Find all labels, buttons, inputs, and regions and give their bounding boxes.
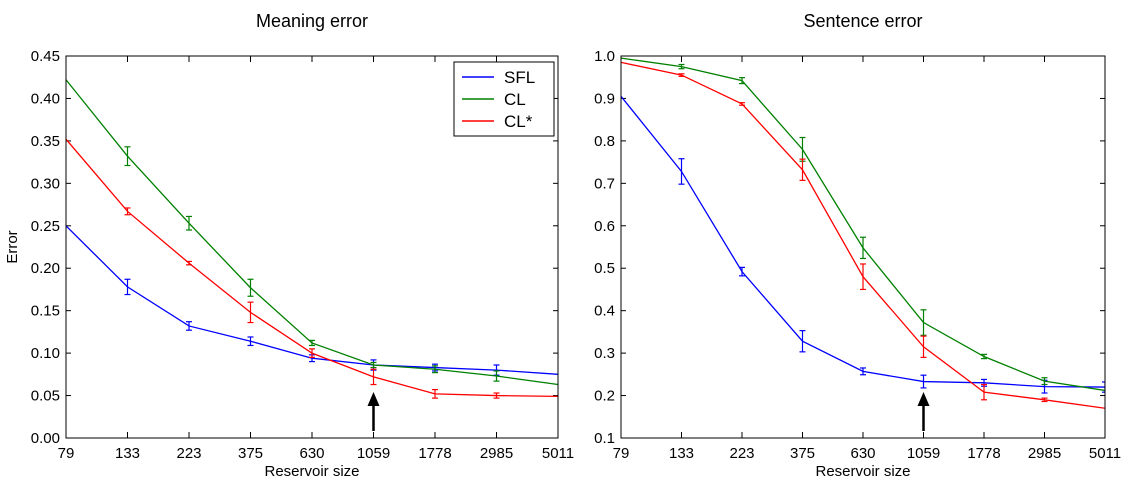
error-bar xyxy=(920,374,927,389)
error-bar xyxy=(1041,397,1048,403)
legend-label: SFL xyxy=(504,68,535,87)
x-tick-label: 630 xyxy=(850,445,875,462)
error-bar xyxy=(309,339,315,347)
error-bar xyxy=(432,365,438,374)
error-bar xyxy=(920,335,927,358)
y-tick-label: 0.30 xyxy=(31,175,60,192)
error-bar xyxy=(678,63,685,70)
y-axis-title: Error xyxy=(4,230,21,263)
plot-frame xyxy=(620,55,1106,439)
error-bar xyxy=(186,321,192,331)
series-line-cl xyxy=(621,57,1105,392)
x-axis-title: Reservoir size xyxy=(264,463,359,480)
x-tick-label: 1778 xyxy=(967,445,1000,462)
series-group xyxy=(66,79,558,399)
annotation-arrow xyxy=(367,392,380,431)
error-bar xyxy=(186,260,192,266)
legend-label: CL* xyxy=(504,112,533,131)
error-bar xyxy=(860,367,866,376)
y-tick-label: 0.45 xyxy=(31,48,60,65)
error-bar xyxy=(920,309,927,336)
chart-title: Sentence error xyxy=(803,11,922,31)
series-line-clstar xyxy=(621,61,1105,409)
y-tick-label: 0.3 xyxy=(594,345,615,362)
error-bar xyxy=(1102,381,1105,393)
error-bar xyxy=(247,336,254,347)
x-tick-label: 223 xyxy=(729,445,754,462)
error-bar xyxy=(981,383,987,401)
x-tick-label: 1778 xyxy=(418,445,451,462)
x-tick-label: 133 xyxy=(669,445,694,462)
error-bar xyxy=(799,330,806,353)
x-tick-label: 2985 xyxy=(480,445,513,462)
x-tick-label: 2985 xyxy=(1028,445,1061,462)
y-tick-label: 0.25 xyxy=(31,218,60,235)
error-bar xyxy=(186,215,192,231)
annotation-arrow xyxy=(917,392,930,431)
y-tick-label: 0.15 xyxy=(31,303,60,320)
y-tick-label: 0.8 xyxy=(594,133,615,150)
x-tick-label: 375 xyxy=(238,445,263,462)
error-bar xyxy=(247,278,254,297)
error-bar xyxy=(678,73,685,77)
legend: SFL CL CL* xyxy=(453,61,555,137)
error-bar xyxy=(799,158,806,181)
error-bar xyxy=(799,136,806,162)
error-bar xyxy=(124,278,131,296)
y-tick-label: 0.1 xyxy=(594,430,615,447)
error-bar xyxy=(1041,377,1048,386)
x-tick-label: 630 xyxy=(299,445,324,462)
error-bar xyxy=(124,146,131,167)
error-bar xyxy=(309,348,315,358)
error-bar xyxy=(678,158,685,185)
error-bar xyxy=(432,389,438,399)
error-bar xyxy=(860,236,866,260)
chart-1: Meaning error 0.00 0.05 0.10 0.15 0.20 0.25 0.3… xyxy=(4,11,574,480)
y-tick-label: 0.40 xyxy=(31,90,60,107)
y-tick-label: 0.00 xyxy=(31,430,60,447)
chart-title: Meaning error xyxy=(256,11,368,31)
error-bar xyxy=(493,370,500,382)
y-tick-label: 0.9 xyxy=(594,90,615,107)
y-tick-label: 0.05 xyxy=(31,388,60,405)
series-group xyxy=(621,57,1105,409)
y-tick-label: 0.7 xyxy=(594,175,615,192)
y-tick-label: 0.2 xyxy=(594,388,615,405)
plot-frame xyxy=(65,55,559,439)
x-tick-label: 375 xyxy=(790,445,815,462)
error-bar xyxy=(981,353,987,360)
x-tick-label: 1059 xyxy=(357,445,390,462)
error-bar xyxy=(493,392,500,399)
x-tick-label: 1059 xyxy=(907,445,940,462)
y-tick-label: 0.20 xyxy=(31,260,60,277)
chart-2: Sentence error 0.1 0.2 0.3 0.4 0.5 0.6 0.7 0.8 0.… xyxy=(594,11,1121,480)
error-bar xyxy=(860,263,866,291)
x-axis-title: Reservoir size xyxy=(815,463,910,480)
x-tick-label: 5011 xyxy=(1089,445,1121,462)
y-tick-label: 0.6 xyxy=(594,218,615,235)
x-tick-label: 79 xyxy=(613,445,630,462)
y-tick-label: 0.5 xyxy=(594,260,615,277)
x-tick-label: 5011 xyxy=(542,445,574,462)
error-bar xyxy=(739,77,745,85)
y-tick-label: 0.35 xyxy=(31,133,60,150)
y-tick-label: 0.10 xyxy=(31,345,60,362)
error-bar xyxy=(247,301,254,324)
y-tick-label: 1.0 xyxy=(594,48,615,65)
error-bar xyxy=(124,207,131,216)
error-bar xyxy=(739,102,745,106)
x-tick-label: 79 xyxy=(58,445,75,462)
error-bar xyxy=(739,266,745,277)
legend-label: CL xyxy=(504,90,526,109)
error-bar xyxy=(370,368,377,386)
x-tick-label: 223 xyxy=(176,445,201,462)
x-tick-label: 133 xyxy=(115,445,140,462)
y-tick-label: 0.4 xyxy=(594,303,615,320)
error-bar xyxy=(370,361,377,369)
